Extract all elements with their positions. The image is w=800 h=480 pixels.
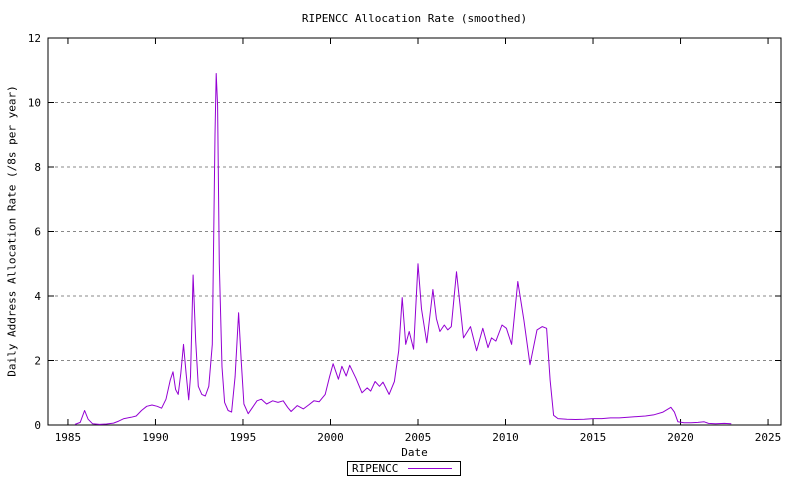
y-tick-label: 0 (34, 419, 41, 432)
y-tick-label: 2 (34, 355, 41, 368)
y-tick-label: 8 (34, 161, 41, 174)
y-tick-label: 6 (34, 226, 41, 239)
x-tick-label: 1985 (55, 431, 82, 444)
x-tick-label: 2010 (492, 431, 519, 444)
legend-line-sample-icon (408, 468, 453, 469)
x-tick-label: 2015 (580, 431, 607, 444)
x-tick-label: 2025 (755, 431, 782, 444)
y-tick-label: 12 (28, 32, 41, 45)
x-tick-label: 2005 (405, 431, 432, 444)
data-line-ripencc (74, 73, 732, 425)
legend-series-label: RIPENCC (352, 462, 399, 475)
x-tick-label: 2020 (667, 431, 694, 444)
legend-box: RIPENCC (347, 461, 461, 476)
x-axis-label: Date (401, 446, 428, 459)
y-tick-label: 4 (34, 290, 41, 303)
x-tick-label: 1990 (142, 431, 169, 444)
y-tick-label: 10 (28, 97, 41, 110)
chart-title: RIPENCC Allocation Rate (smoothed) (301, 12, 528, 25)
plot-border (47, 37, 782, 426)
x-tick-label: 1995 (230, 431, 257, 444)
x-tick-label: 2000 (317, 431, 344, 444)
